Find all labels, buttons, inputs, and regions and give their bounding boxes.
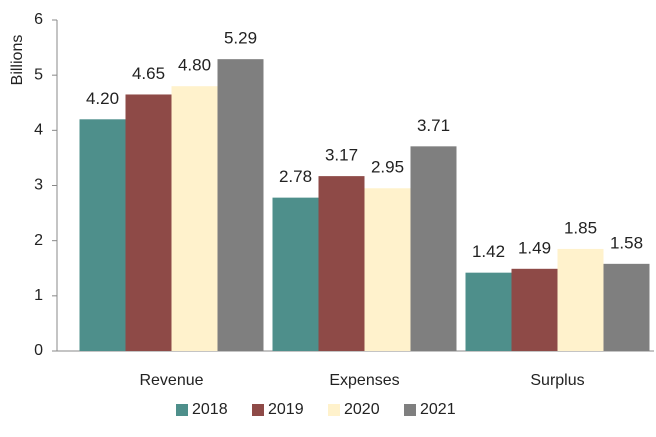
bar (125, 94, 172, 351)
y-tick-label: 6 (34, 11, 43, 28)
value-label: 2.78 (279, 167, 312, 186)
value-label: 1.85 (564, 218, 597, 237)
bar (410, 146, 457, 351)
legend-swatch (252, 404, 264, 416)
bar (171, 86, 218, 351)
bar (272, 197, 319, 351)
bar (603, 263, 650, 351)
bar (364, 188, 411, 351)
legend-label: 2018 (192, 401, 228, 418)
value-label: 5.29 (224, 29, 257, 48)
value-label: 4.80 (178, 56, 211, 75)
x-tick-label: Revenue (139, 372, 203, 389)
value-label: 4.65 (132, 64, 165, 83)
bar (465, 272, 512, 351)
legend-swatch (404, 404, 416, 416)
legend-label: 2021 (420, 401, 456, 418)
value-label: 3.71 (417, 116, 450, 135)
y-tick-label: 2 (34, 232, 43, 249)
value-label: 1.58 (610, 233, 643, 252)
y-tick-label: 0 (34, 342, 43, 359)
legend-swatch (176, 404, 188, 416)
bar (79, 119, 126, 351)
y-axis-label: Billions (9, 35, 26, 86)
y-tick-label: 4 (34, 122, 43, 139)
bar (511, 268, 558, 351)
bar (557, 248, 604, 351)
bar (217, 59, 264, 351)
legend-label: 2020 (344, 401, 380, 418)
value-label: 3.17 (325, 146, 358, 165)
legend-label: 2019 (268, 401, 304, 418)
y-tick-label: 3 (34, 177, 43, 194)
bar (318, 176, 365, 351)
value-label: 2.95 (371, 158, 404, 177)
value-label: 4.20 (86, 89, 119, 108)
legend-swatch (328, 404, 340, 416)
y-tick-label: 1 (34, 287, 43, 304)
value-label: 1.42 (472, 242, 505, 261)
x-tick-label: Surplus (530, 372, 584, 389)
y-tick-label: 5 (34, 66, 43, 83)
value-label: 1.49 (518, 238, 551, 257)
x-tick-label: Expenses (329, 372, 399, 389)
